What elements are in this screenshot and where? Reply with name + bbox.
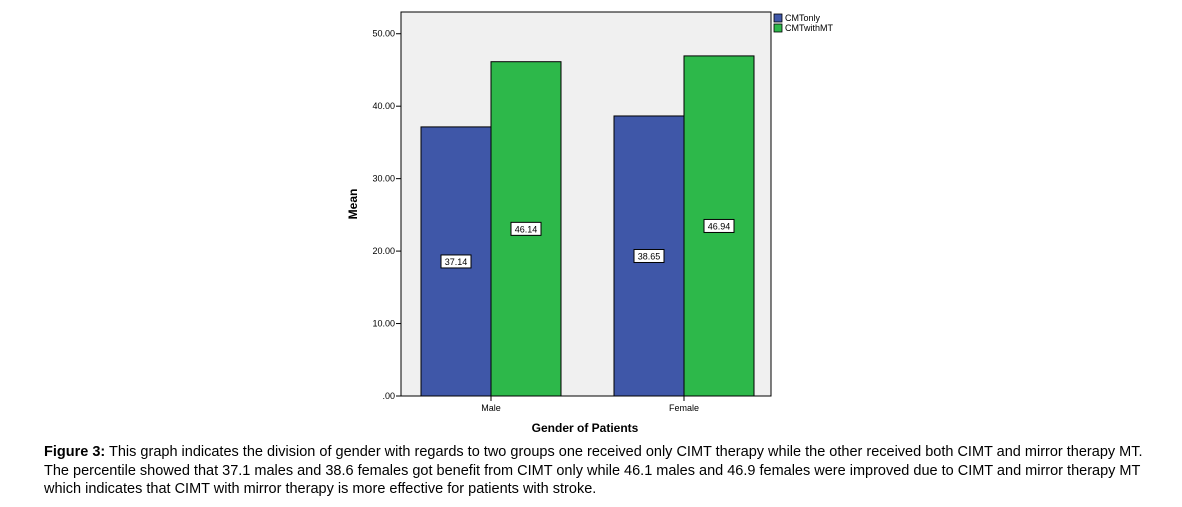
legend-label: CMTonly — [785, 13, 821, 23]
legend-label: CMTwithMT — [785, 23, 833, 33]
figure-caption: Figure 3: This graph indicates the divis… — [44, 443, 1154, 499]
data-label: 46.94 — [708, 221, 731, 231]
data-label: 38.65 — [638, 251, 661, 261]
data-label-box — [703, 218, 735, 233]
x-axis-title: Gender of Patients — [532, 421, 639, 435]
y-tick-label: 50.00 — [372, 29, 395, 39]
y-tick-label: .00 — [382, 391, 395, 401]
data-label-box — [633, 248, 665, 263]
data-label: 46.14 — [515, 224, 538, 234]
legend-swatch-CMTwithMT — [773, 23, 783, 33]
data-label-box — [440, 254, 472, 269]
y-tick-label: 30.00 — [372, 174, 395, 184]
x-tick-label: Male — [481, 403, 501, 413]
data-label-box — [510, 221, 542, 236]
data-label: 37.14 — [445, 257, 468, 267]
bar-chart: .00 10.00 20.00 30.00 40.00 50.00 37.14 46.14 Ma… — [346, 11, 833, 435]
x-tick-label: Female — [669, 403, 699, 413]
y-tick-label: 40.00 — [372, 101, 395, 111]
figure-caption-text: This graph indicates the division of gen… — [44, 444, 1143, 497]
figure-label: Figure 3: — [44, 444, 106, 460]
y-tick-label: 20.00 — [372, 246, 395, 256]
legend-swatch-CMTonly — [773, 13, 783, 23]
y-tick-label: 10.00 — [372, 319, 395, 329]
y-axis-title: Mean — [346, 189, 360, 220]
